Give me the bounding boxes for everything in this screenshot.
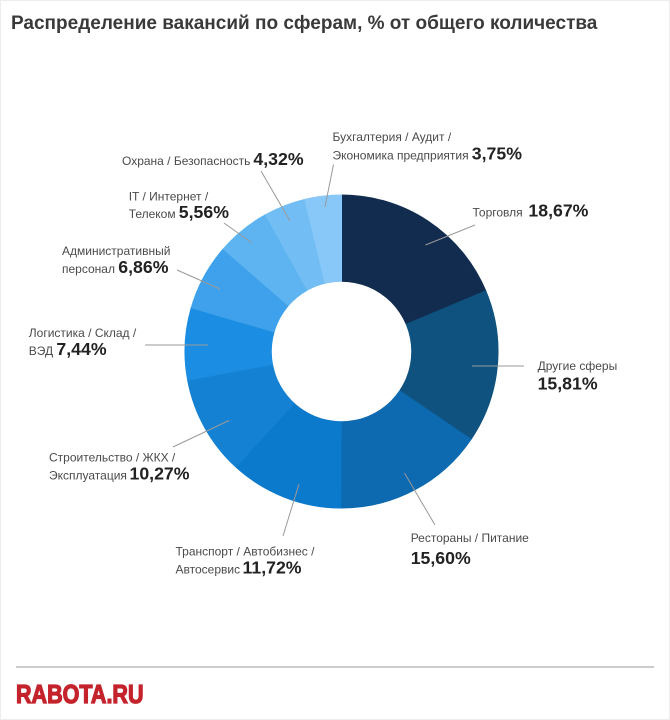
- svg-text:Транспорт / Автобизнес /: Транспорт / Автобизнес /: [176, 545, 316, 559]
- svg-text:Автосервис 11,72%: Автосервис 11,72%: [176, 558, 302, 578]
- svg-text:Экономика предприятия 3,75%: Экономика предприятия 3,75%: [333, 144, 523, 164]
- svg-text:Распределение вакансий по сфер: Распределение вакансий по сферам, % от о…: [11, 13, 598, 34]
- svg-text:Охрана / Безопасность 4,32%: Охрана / Безопасность 4,32%: [122, 149, 304, 169]
- svg-text:Административный: Административный: [62, 244, 170, 258]
- svg-text:Логистика / Склад /: Логистика / Склад /: [29, 326, 137, 340]
- svg-text:15,60%: 15,60%: [411, 548, 471, 568]
- svg-text:Другие сферы: Другие сферы: [538, 359, 618, 373]
- svg-text:RABOTA.RU: RABOTA.RU: [16, 679, 144, 709]
- svg-text:IT / Интернет /: IT / Интернет /: [129, 189, 209, 203]
- svg-text:персонал 6,86%: персонал 6,86%: [62, 257, 169, 277]
- svg-text:Бухгалтерия / Аудит /: Бухгалтерия / Аудит /: [333, 130, 452, 144]
- svg-text:Рестораны / Питание: Рестораны / Питание: [411, 531, 529, 545]
- svg-text:Эксплуатация 10,27%: Эксплуатация 10,27%: [49, 463, 190, 483]
- svg-text:Телеком 5,56%: Телеком 5,56%: [129, 202, 230, 222]
- svg-text:Строительство / ЖКХ /: Строительство / ЖКХ /: [49, 450, 176, 464]
- svg-text:Торговля 18,67%: Торговля 18,67%: [473, 201, 589, 221]
- svg-text:ВЭД 7,44%: ВЭД 7,44%: [29, 339, 107, 359]
- svg-text:15,81%: 15,81%: [538, 374, 598, 394]
